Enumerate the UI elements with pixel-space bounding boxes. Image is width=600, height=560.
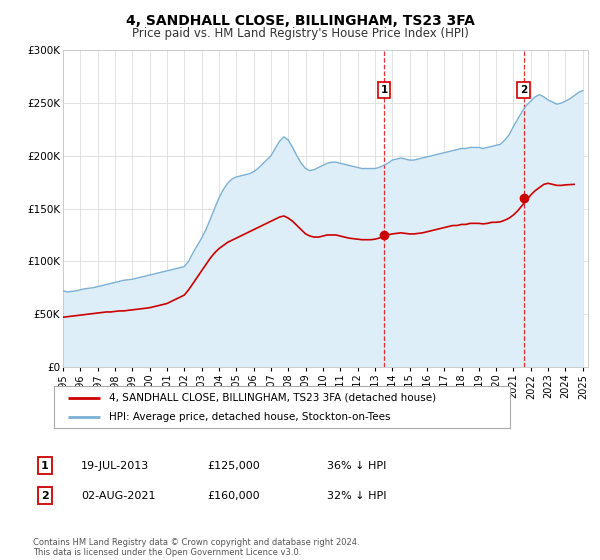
Text: 36% ↓ HPI: 36% ↓ HPI — [327, 461, 386, 471]
Text: HPI: Average price, detached house, Stockton-on-Tees: HPI: Average price, detached house, Stoc… — [109, 412, 390, 422]
Text: 2: 2 — [520, 85, 527, 95]
Text: 2: 2 — [41, 491, 49, 501]
Text: Contains HM Land Registry data © Crown copyright and database right 2024.
This d: Contains HM Land Registry data © Crown c… — [33, 538, 359, 557]
Text: £160,000: £160,000 — [207, 491, 260, 501]
Text: 32% ↓ HPI: 32% ↓ HPI — [327, 491, 386, 501]
Text: 19-JUL-2013: 19-JUL-2013 — [81, 461, 149, 471]
Text: 1: 1 — [41, 461, 49, 471]
Text: 1: 1 — [380, 85, 388, 95]
Text: Price paid vs. HM Land Registry's House Price Index (HPI): Price paid vs. HM Land Registry's House … — [131, 27, 469, 40]
Text: 02-AUG-2021: 02-AUG-2021 — [81, 491, 155, 501]
Text: £125,000: £125,000 — [207, 461, 260, 471]
Text: 4, SANDHALL CLOSE, BILLINGHAM, TS23 3FA: 4, SANDHALL CLOSE, BILLINGHAM, TS23 3FA — [125, 14, 475, 28]
Text: 4, SANDHALL CLOSE, BILLINGHAM, TS23 3FA (detached house): 4, SANDHALL CLOSE, BILLINGHAM, TS23 3FA … — [109, 393, 436, 403]
